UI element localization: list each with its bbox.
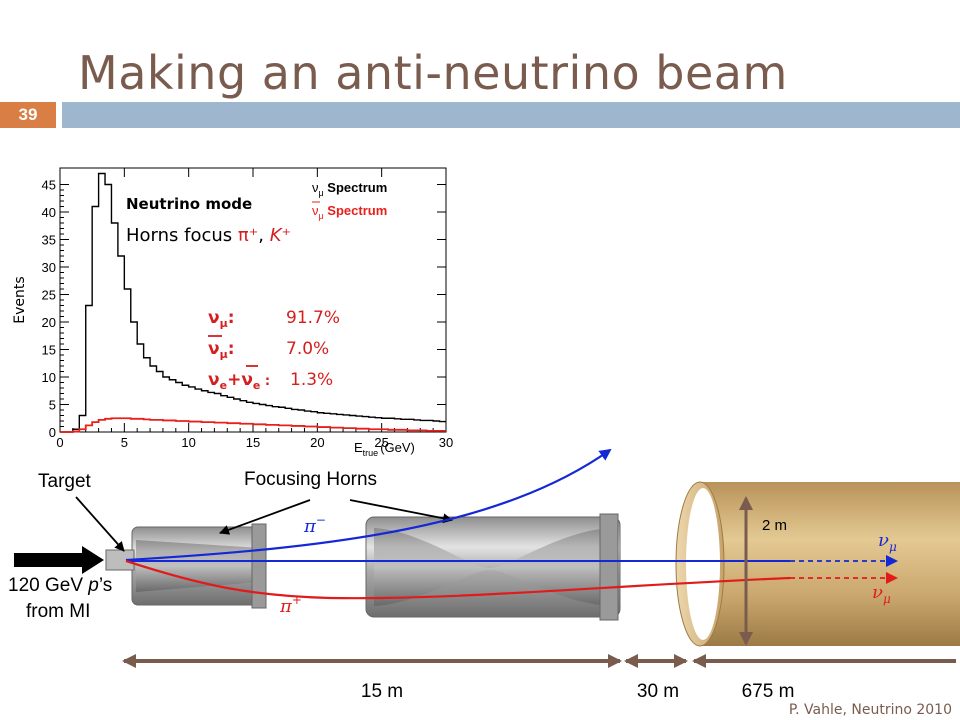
mode-label: Neutrino mode	[126, 195, 252, 213]
x-axis-label-e: E	[354, 440, 363, 455]
x-tick-label: 5	[121, 435, 128, 450]
decay-pipe-body	[700, 482, 960, 646]
slide-title: Making an anti-neutrino beam	[78, 46, 788, 100]
x-axis-label: Etrue (GeV)	[354, 440, 415, 458]
numubar-spectrum-line	[60, 417, 446, 433]
horn2-pointer	[349, 499, 453, 524]
spectrum-histogram: 0 5 10 15 20 25 30 35 40 45 0 5 10 15 20 25 30 Events E…	[12, 167, 453, 458]
beamline-diagram: Target Focusing Horns 120 GeV p’s from M…	[8, 448, 960, 702]
fraction-numu-label: νμ:	[208, 308, 235, 330]
x-tick-label: 0	[56, 435, 63, 450]
horns-label: Focusing Horns	[244, 469, 377, 490]
pipe-diameter-label: 2 m	[762, 517, 787, 534]
decay-pipe	[675, 481, 960, 647]
distance-label-30m: 30 m	[637, 681, 679, 702]
pi-plus-trajectory	[125, 559, 791, 600]
histogram-legend: νμ Spectrum νμ Spectrum	[312, 180, 387, 221]
x-tick-label: 25	[374, 435, 388, 450]
pi-minus-label: π−	[303, 513, 326, 537]
y-axis-label: Events	[12, 276, 28, 323]
title-bar	[62, 102, 960, 128]
slide-number: 39	[0, 102, 56, 128]
focusing-horn-2	[365, 513, 621, 621]
proton-label-line1: 120 GeV p’s	[8, 575, 112, 596]
fraction-numubar-label: νμ:	[208, 339, 235, 361]
slide-footer: P. Vahle, Neutrino 2010	[788, 702, 952, 718]
x-tick-label: 30	[439, 435, 453, 450]
y-tick-label: 45	[42, 178, 56, 193]
series-layer	[60, 172, 446, 433]
x-tick-label: 10	[181, 435, 195, 450]
svg-text:Etrue(GeV): Etrue (GeV)	[354, 440, 415, 458]
fraction-nue-value: 1.3%	[290, 370, 333, 390]
x-tick-label: 20	[310, 435, 324, 450]
x-axis-label-sub: true	[363, 448, 379, 458]
y-ticks: 0 5 10 15 20 25 30 35 40 45	[42, 178, 446, 440]
x-ticks: 0 5 10 15 20 25 30	[56, 168, 453, 450]
y-tick-label: 25	[42, 288, 56, 303]
y-tick-label: 5	[49, 398, 56, 413]
x-tick-label: 15	[246, 435, 260, 450]
target-label: Target	[38, 471, 92, 492]
proton-label-line2: from MI	[26, 601, 90, 622]
histogram-frame	[59, 167, 447, 433]
fraction-numu-value: 91.7%	[286, 308, 340, 328]
numubar-label: νμ	[872, 582, 891, 606]
legend-numubar: νμ Spectrum	[312, 203, 387, 221]
numu-label: νμ	[878, 530, 897, 554]
pi-plus-label: π+	[279, 593, 302, 617]
y-tick-label: 30	[42, 260, 56, 275]
numu-spectrum-line	[60, 172, 446, 433]
decay-pipe-inner	[686, 488, 720, 640]
fraction-numubar-value: 7.0%	[286, 339, 329, 359]
flux-fractions: νμ: 91.7% νμ: 7.0% νe+νe : 1.3%	[208, 308, 340, 392]
fraction-nue-label: νe+νe :	[208, 370, 270, 392]
y-tick-label: 40	[42, 205, 56, 220]
x-axis-label-unit: (GeV)	[380, 440, 415, 455]
y-tick-label: 0	[49, 425, 56, 440]
target-pointer	[75, 496, 125, 552]
y-tick-label: 20	[42, 315, 56, 330]
distance-label-675m: 675 m	[742, 681, 795, 702]
distance-label-15m: 15 m	[361, 681, 403, 702]
pi-minus-trajectory	[125, 448, 612, 562]
proton-beam-arrow	[14, 546, 104, 574]
y-tick-label: 15	[42, 343, 56, 358]
horn1-pointer	[219, 499, 311, 535]
y-tick-label: 35	[42, 233, 56, 248]
focusing-horn-1	[105, 523, 267, 609]
focus-text: Horns focus π⁺, K⁺	[126, 225, 291, 246]
legend-numu: νμ Spectrum	[312, 180, 387, 198]
y-tick-label: 10	[42, 370, 56, 385]
